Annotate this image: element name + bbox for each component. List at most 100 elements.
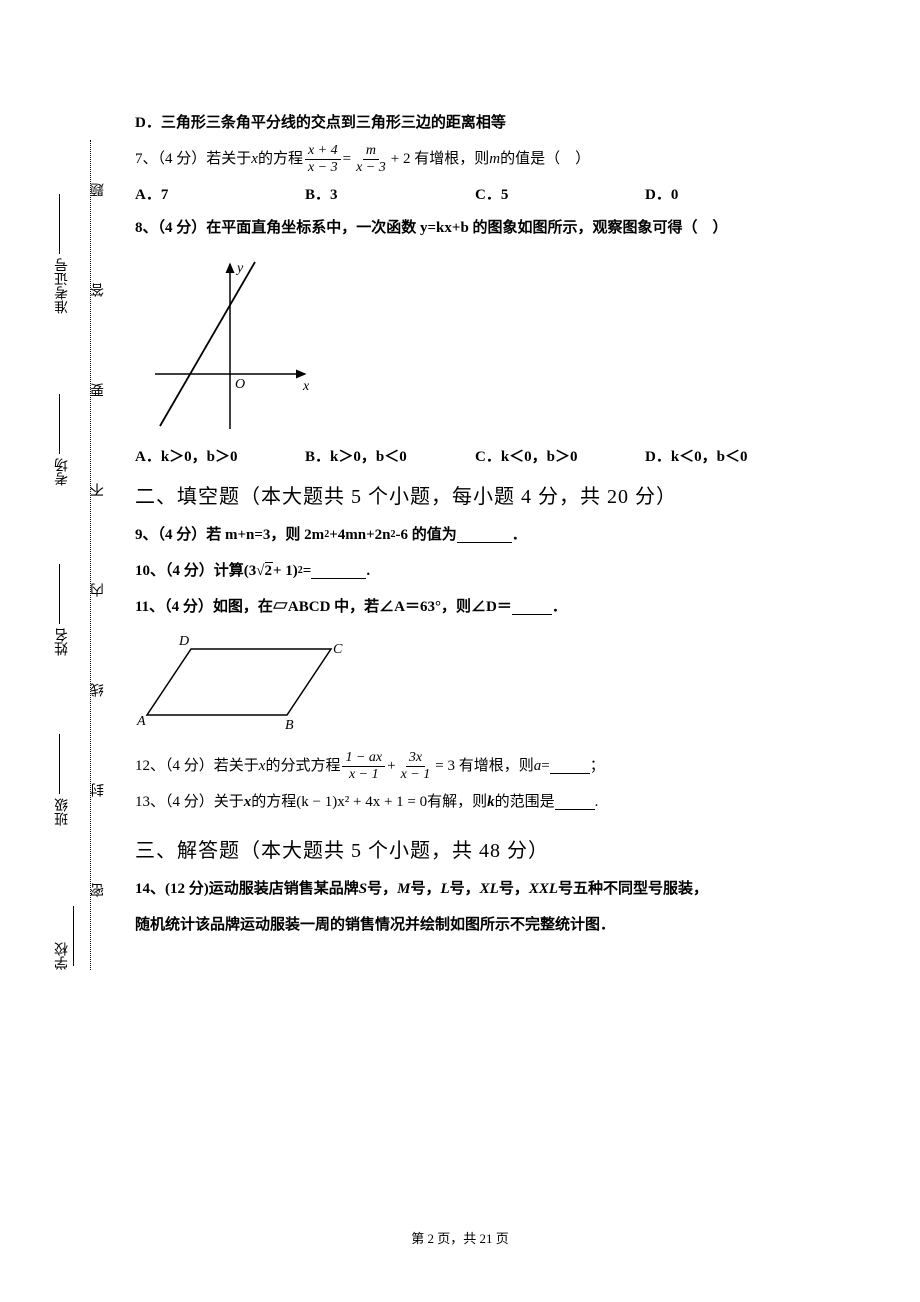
q7-stem: 7、（4 分）若关于 x 的方程 x + 4 x − 3 = m x − 3 +… <box>135 141 815 177</box>
q13-blank <box>555 794 595 810</box>
q12-mid2: = 3 有增根，则 <box>435 748 533 784</box>
seal-char-da: 答 <box>92 280 106 300</box>
q8-options: A．k＞0，b＞0 B．k＞0，b＜0 C．k＜0，b＞0 D．k＜0，b＜0 <box>135 445 815 466</box>
x-axis-label: x <box>302 379 310 394</box>
q8-opt-b: B．k＞0，b＜0 <box>305 445 475 466</box>
q12-var-a: a <box>534 748 542 784</box>
q7-mid2: + 2 有增根，则 <box>391 141 489 177</box>
frac-num: m <box>363 143 379 159</box>
q14-text-b: 号五种不同型号服装， <box>558 871 708 907</box>
page-footer: 第 2 页，共 21 页 <box>0 1228 920 1247</box>
q8-stem: 8、（4 分）在平面直角坐标系中，一次函数 y=kx+b 的图象如图所示，观察图… <box>135 210 815 246</box>
q7-frac1: x + 4 x − 3 <box>305 143 341 175</box>
q13-prefix: 13、（4 分）关于 <box>135 784 244 820</box>
q9-text-a: 9、（4 分）若 m+n=3，则 2m <box>135 517 324 553</box>
q7-frac2: m x − 3 <box>353 143 389 175</box>
page-content: D． 三角形三条角平分线的交点到三角形三边的距离相等 7、（4 分）若关于 x … <box>135 105 815 943</box>
seal-char-bu: 不 <box>92 480 106 500</box>
q12-blank <box>550 758 590 774</box>
parallelogram-abcd: A B C D <box>135 633 345 733</box>
field-name: 姓名 <box>56 560 70 656</box>
parallelogram-shape <box>147 649 331 715</box>
field-room: 考场 <box>56 390 70 486</box>
q7-options: A．7 B．3 C．5 D．0 <box>135 183 815 204</box>
field-school: 学校 <box>56 900 84 970</box>
size-l: L <box>440 871 449 907</box>
size-m: M <box>397 871 410 907</box>
seal-char-nei: 内 <box>92 580 106 600</box>
q12-mid1: 的分式方程 <box>265 748 340 784</box>
y-axis-label: y <box>235 261 244 276</box>
q7-opt-a: A．7 <box>135 183 305 204</box>
q8-opt-c: C．k＜0，b＞0 <box>475 445 645 466</box>
q9-blank <box>457 527 512 543</box>
q14-text-a: 14、(12 分)运动服装店销售某品牌 <box>135 871 359 907</box>
q12-frac1: 1 − ax x − 1 <box>342 750 385 782</box>
q11-diagram: A B C D <box>135 633 815 738</box>
seal-char-mi: 密 <box>92 880 106 900</box>
q7-suffix: 的值是（ ） <box>500 141 590 177</box>
seal-char-xian: 线 <box>92 680 106 700</box>
q12-frac2: 3x x − 1 <box>398 750 434 782</box>
q12-suffix: ； <box>590 748 605 784</box>
sqrt-val: 2 <box>265 562 274 579</box>
q8-graph: O x y <box>135 254 815 439</box>
sqrt-icon: 2 <box>256 553 273 589</box>
q7-var-m: m <box>489 141 500 177</box>
q7-opt-b: B．3 <box>305 183 475 204</box>
q12-stem: 12、（4 分）若关于 x 的分式方程 1 − ax x − 1 + 3x x … <box>135 748 815 784</box>
sep: 号， <box>367 871 397 907</box>
vertex-d: D <box>178 634 189 649</box>
q7-var-x: x <box>251 141 258 177</box>
q10-open: (3 <box>244 553 257 589</box>
option-text: 三角形三条角平分线的交点到三角形三边的距离相等 <box>161 105 506 141</box>
q7-eq: = <box>343 141 351 177</box>
vertex-b: B <box>285 718 294 733</box>
q13-var-x: x <box>244 784 252 820</box>
page-number: 第 2 页，共 21 页 <box>411 1231 509 1246</box>
q9-suffix: ． <box>512 517 527 553</box>
q13-expr: (k − 1)x² + 4x + 1 = 0 <box>296 784 427 820</box>
frac-num: 1 − ax <box>342 750 385 766</box>
function-line <box>160 262 255 426</box>
section2-title: 二、填空题（本大题共 5 个小题，每小题 4 分，共 20 分） <box>135 480 815 509</box>
linear-function-graph: O x y <box>135 254 315 434</box>
q11-stem: 11、（4 分）如图，在▱ABCD 中，若∠A＝63°，则∠D＝ ． <box>135 589 815 625</box>
q12-prefix: 12、（4 分）若关于 <box>135 748 259 784</box>
q9-stem: 9、（4 分）若 m+n=3，则 2m2+4mn+2n2-6 的值为 ． <box>135 517 815 553</box>
q10-stem: 10、（4 分）计算 (32 + 1)2 = . <box>135 553 815 589</box>
size-xl: XL <box>480 871 499 907</box>
q11-blank <box>512 599 552 615</box>
q8-opt-d: D．k＜0，b＜0 <box>645 445 815 466</box>
seal-char-yao: 要 <box>92 380 106 400</box>
q9-text-c: -6 的值为 <box>395 517 456 553</box>
size-xxl: XXL <box>529 871 558 907</box>
q11-text: 11、（4 分）如图，在▱ABCD 中，若∠A＝63°，则∠D＝ <box>135 589 512 625</box>
dotted-seal-line <box>90 140 91 970</box>
q10-prefix: 10、（4 分）计算 <box>135 553 244 589</box>
size-s: S <box>359 871 367 907</box>
q10-close: + 1) <box>273 553 298 589</box>
q13-mid3: 的范围是 <box>495 784 555 820</box>
q13-var-k: k <box>487 784 495 820</box>
q10-blank <box>311 563 366 579</box>
q9-text-b: +4mn+2n <box>329 517 390 553</box>
q10-eq: = <box>303 553 312 589</box>
field-examno: 准考证号 <box>56 190 70 314</box>
frac-den: x − 3 <box>305 160 341 175</box>
frac-num: x + 4 <box>305 143 341 159</box>
sep: 号， <box>450 871 480 907</box>
frac-num: 3x <box>406 750 425 766</box>
sep: 号， <box>410 871 440 907</box>
q6-option-d: D． 三角形三条角平分线的交点到三角形三边的距离相等 <box>135 105 815 141</box>
seal-char-ti: 题 <box>92 180 106 200</box>
q12-eq: = <box>541 748 549 784</box>
frac-den: x − 3 <box>353 160 389 175</box>
q14-line2: 随机统计该品牌运动服装一周的销售情况并绘制如图所示不完整统计图． <box>135 907 815 943</box>
q11-suffix: ． <box>552 589 567 625</box>
q12-plus: + <box>387 748 395 784</box>
seal-char-feng: 封 <box>92 780 106 800</box>
q10-suffix: . <box>366 553 370 589</box>
q7-opt-d: D．0 <box>645 183 815 204</box>
q7-mid1: 的方程 <box>258 141 303 177</box>
